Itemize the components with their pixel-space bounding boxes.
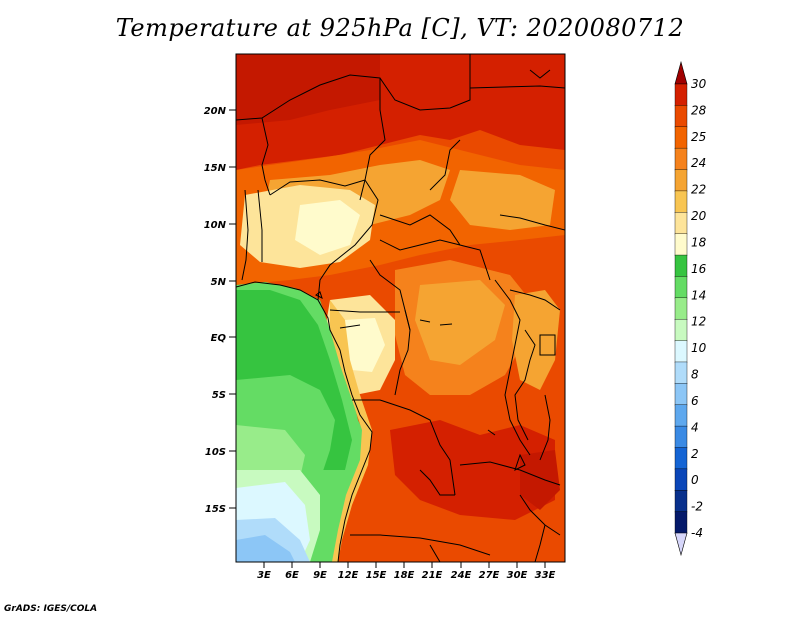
longitude-labels: 3E 6E 9E 12E 15E 18E 21E 24E 27E 30E 33E xyxy=(257,570,555,581)
colorbar-label: 6 xyxy=(691,394,699,408)
colorbar-swatch xyxy=(674,447,688,470)
colorbar-swatch xyxy=(674,169,688,192)
lat-label: EQ xyxy=(211,333,227,344)
colorbar-swatch xyxy=(674,297,688,320)
longitude-axis xyxy=(263,562,546,568)
lat-label: 15N xyxy=(204,163,227,174)
lon-label: 30E xyxy=(507,570,528,581)
colorbar-label: 25 xyxy=(691,130,706,144)
lon-label: 6E xyxy=(285,570,299,581)
credit-text: GrADS: IGES/COLA xyxy=(4,604,98,614)
colorbar-label: 10 xyxy=(691,341,707,355)
colorbar-swatch xyxy=(674,404,688,427)
colorbar-label: 24 xyxy=(691,156,706,170)
colorbar-swatch xyxy=(674,212,688,235)
colorbar-label: 8 xyxy=(691,368,699,382)
colorbar-swatch xyxy=(674,83,688,107)
lon-label: 15E xyxy=(366,570,387,581)
colorbar-bottom-triangle xyxy=(674,532,688,557)
colorbar-swatch xyxy=(674,383,688,406)
colorbar-label: -2 xyxy=(691,500,703,514)
latitude-labels: 20N 15N 10N 5N EQ 5S 10S 15S xyxy=(204,106,227,515)
colorbar-swatch xyxy=(674,318,688,342)
lat-label: 15S xyxy=(205,504,226,515)
latitude-axis xyxy=(229,109,236,509)
lon-label: 18E xyxy=(394,570,415,581)
lon-label: 3E xyxy=(257,570,271,581)
lon-label: 21E xyxy=(422,570,443,581)
colorbar-swatch xyxy=(674,105,688,128)
colorbar-label: 20 xyxy=(691,209,707,223)
colorbar-swatch xyxy=(674,276,688,299)
lat-label: 10N xyxy=(204,220,227,231)
lon-label: 33E xyxy=(535,570,556,581)
colorbar-label: 2 xyxy=(691,447,699,461)
colorbar-label: 4 xyxy=(691,420,699,434)
temperature-field xyxy=(236,54,565,562)
colorbar-swatch xyxy=(674,425,688,449)
lon-label: 12E xyxy=(338,570,359,581)
colorbar-label: 0 xyxy=(691,473,699,487)
colorbar-label: 12 xyxy=(691,315,706,329)
colorbar-label: 22 xyxy=(691,183,706,197)
lat-label: 5N xyxy=(211,277,227,288)
colorbar-swatch xyxy=(674,126,688,149)
colorbar-swatch xyxy=(674,511,688,534)
lat-label: 10S xyxy=(205,447,226,458)
colorbar-label: 30 xyxy=(691,77,707,91)
lon-label: 24E xyxy=(451,570,472,581)
colorbar-swatch xyxy=(674,147,688,171)
colorbar-swatch xyxy=(674,233,688,256)
colorbar-swatch xyxy=(674,340,688,363)
country-borders xyxy=(236,54,565,562)
colorbar-top-triangle xyxy=(674,60,688,85)
colorbar-label: 28 xyxy=(691,103,707,117)
lon-label: 9E xyxy=(313,570,327,581)
chart-title: Temperature at 925hPa [C], VT: 202008071… xyxy=(115,14,685,42)
colorbar-label: 14 xyxy=(691,288,706,302)
lon-label: 27E xyxy=(479,570,500,581)
lat-label: 5S xyxy=(212,390,226,401)
colorbar-swatch xyxy=(674,468,688,491)
colorbar-swatch xyxy=(674,190,688,213)
colorbar-label: 18 xyxy=(691,235,707,249)
colorbar-swatch xyxy=(674,254,688,278)
lat-label: 20N xyxy=(204,106,227,117)
colorbar-swatch xyxy=(674,361,688,385)
colorbar-label: -4 xyxy=(691,526,703,540)
map-frame xyxy=(235,53,566,563)
colorbar-label: 16 xyxy=(691,262,707,276)
colorbar-swatch xyxy=(674,490,688,513)
